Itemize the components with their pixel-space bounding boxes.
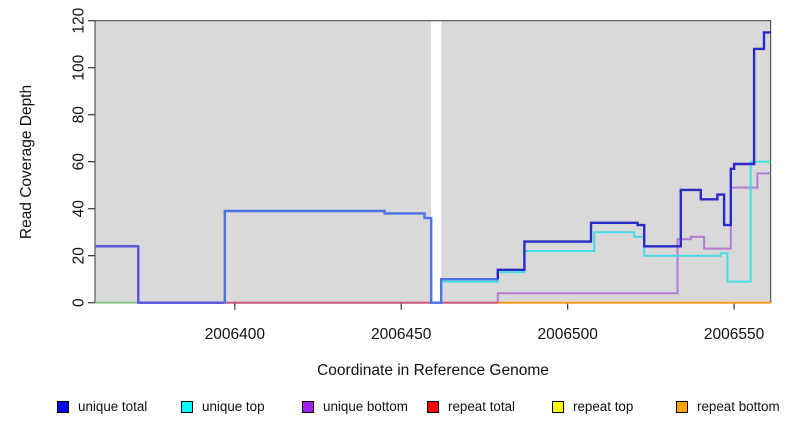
legend-item-unique-total: unique total xyxy=(57,399,147,414)
x-tick-label: 2006450 xyxy=(371,326,432,343)
legend-item-unique-top: unique top xyxy=(181,399,265,414)
x-axis-title: Coordinate in Reference Genome xyxy=(317,362,549,379)
x-tick-label: 2006550 xyxy=(704,326,765,343)
x-tick-label: 2006500 xyxy=(537,326,598,343)
y-tick-label: 100 xyxy=(70,54,87,80)
repeat-bottom-swatch-icon xyxy=(676,400,688,413)
legend-item-unique-bottom: unique bottom xyxy=(302,399,408,414)
series-path-unique-total xyxy=(496,31,771,280)
repeat-total-swatch-icon xyxy=(427,400,439,413)
series-path-unique-top xyxy=(441,160,771,283)
y-tick-label: 40 xyxy=(70,200,87,218)
y-tick-label: 20 xyxy=(70,247,87,265)
y-axis-title: Read Coverage Depth xyxy=(18,84,35,240)
x-tick-label: 2006400 xyxy=(205,326,266,343)
repeat-top-swatch-icon xyxy=(552,400,564,413)
y-tick-label: 120 xyxy=(70,7,87,33)
y-tick-label: 80 xyxy=(70,106,87,124)
series-path-unique-total xyxy=(223,209,498,304)
series-path-unique-bottom xyxy=(496,172,771,303)
legend-item-repeat-bottom: repeat bottom xyxy=(676,399,780,414)
unique-bottom-swatch-icon xyxy=(302,400,314,413)
legend-item-repeat-top: repeat top xyxy=(552,399,633,414)
unique-top-swatch-icon xyxy=(181,400,193,413)
unique-total-swatch-icon xyxy=(57,400,69,413)
legend-label: repeat bottom xyxy=(697,399,780,414)
legend-label: unique top xyxy=(202,399,265,414)
series-path-unique-total xyxy=(95,245,225,304)
y-tick-label: 60 xyxy=(70,153,87,171)
legend-label: unique bottom xyxy=(323,399,408,414)
missing-data-band xyxy=(431,21,442,303)
y-tick-label: 0 xyxy=(70,298,87,307)
legend-item-repeat-total: repeat total xyxy=(427,399,515,414)
coverage-plot-canvas: 2006400 2006450 2006500 2006550 0 20 40 60 80 100… xyxy=(70,7,772,343)
legend-label: repeat total xyxy=(448,399,515,414)
legend-label: unique total xyxy=(78,399,148,414)
legend-label: repeat top xyxy=(573,399,634,414)
